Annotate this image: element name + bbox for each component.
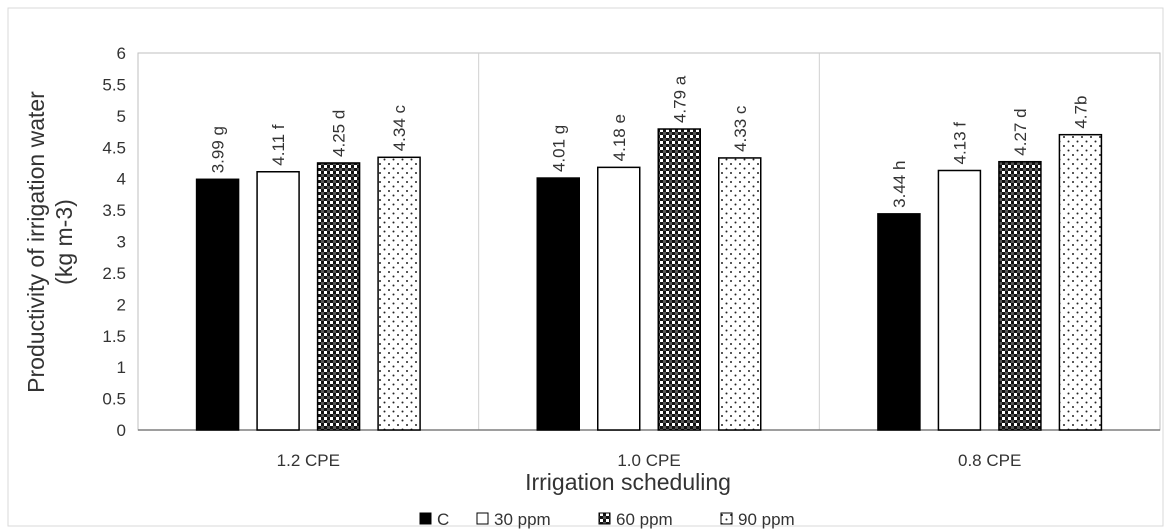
bar	[937, 169, 982, 431]
x-category-label: 1.0 CPE	[617, 451, 680, 470]
bars	[195, 128, 1103, 431]
bar	[998, 160, 1042, 431]
bar	[536, 177, 580, 431]
x-axis-categories: 1.2 CPE 1.0 CPE 0.8 CPE	[277, 451, 1022, 470]
bar-data-label: 4.27 d	[1011, 108, 1030, 155]
y-tick-label: 3	[117, 233, 126, 252]
y-tick-label: 3.5	[102, 201, 126, 220]
bar-data-label: 4.7b	[1071, 96, 1090, 129]
plot-area	[137, 52, 1161, 431]
bar	[1058, 133, 1103, 431]
legend-label: 90 ppm	[738, 510, 795, 529]
legend-label: C	[437, 510, 449, 529]
chart-border	[7, 7, 1164, 527]
y-axis-title-line2: (kg m-3)	[51, 199, 77, 285]
y-tick-label: 1	[117, 358, 126, 377]
legend-swatch	[476, 512, 489, 525]
bar	[377, 156, 421, 431]
y-tick-label: 5	[117, 107, 126, 126]
bar	[195, 178, 240, 431]
bar-data-label: 4.34 c	[390, 104, 409, 151]
y-tick-label: 0.5	[102, 390, 126, 409]
bar-data-label: 4.01 g	[549, 125, 568, 172]
legend-swatch	[720, 512, 733, 525]
y-tick-label: 5.5	[102, 75, 126, 94]
bar	[718, 157, 762, 431]
bar-data-label: 4.25 d	[330, 110, 349, 157]
bar-data-label: 4.11 f	[269, 124, 288, 166]
bar-data-label: 3.99 g	[209, 126, 228, 173]
y-tick-label: 2	[117, 295, 126, 314]
x-category-label: 1.2 CPE	[277, 451, 340, 470]
bar-data-label: 4.79 a	[670, 75, 689, 123]
bar-data-label: 4.33 c	[731, 105, 750, 152]
x-axis-title: Irrigation scheduling	[525, 469, 731, 495]
y-axis-ticks: 0 0.5 1 1.5 2 2.5 3 3.5 4 4.5 5 5.5 6	[102, 44, 126, 440]
y-tick-label: 4	[117, 170, 126, 189]
legend-label: 60 ppm	[616, 510, 673, 529]
y-tick-label: 2.5	[102, 264, 126, 283]
legend: C 30 ppm 60 ppm 90 ppm	[419, 510, 795, 529]
bar	[597, 166, 641, 431]
bar-data-label: 3.44 h	[890, 161, 909, 208]
y-tick-label: 6	[117, 44, 126, 63]
data-labels: 3.99 g 4.11 f 4.25 d 4.34 c 4.01 g 4.18 e 4.79…	[209, 75, 1091, 208]
bar	[657, 128, 701, 431]
x-category-label: 0.8 CPE	[958, 451, 1021, 470]
legend-label: 30 ppm	[494, 510, 551, 529]
y-tick-label: 4.5	[102, 138, 126, 157]
bar	[256, 171, 300, 431]
legend-swatch	[598, 512, 611, 525]
y-tick-label: 1.5	[102, 327, 126, 346]
bar	[877, 213, 921, 431]
legend-swatch	[419, 512, 432, 525]
bar-data-label: 4.13 f	[950, 122, 969, 165]
y-axis-title-line1: Productivity of irrigation water	[23, 91, 49, 393]
bar-data-label: 4.18 e	[610, 114, 629, 161]
y-tick-label: 0	[117, 421, 126, 440]
bar	[316, 162, 361, 431]
